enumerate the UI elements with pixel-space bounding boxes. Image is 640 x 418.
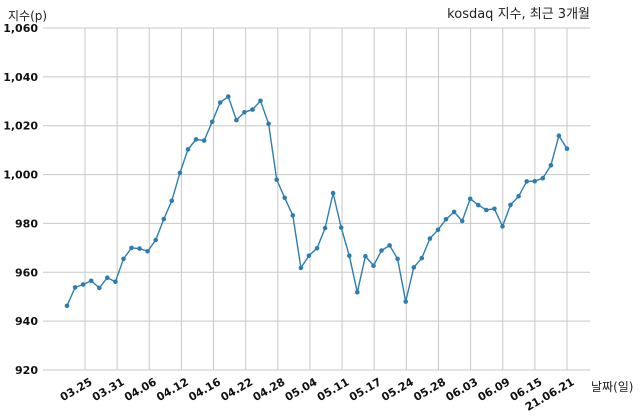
x-tick-label: 03.31 xyxy=(90,375,127,404)
x-tick-label: 05.17 xyxy=(347,375,384,404)
data-point xyxy=(64,303,70,309)
data-point xyxy=(185,147,191,152)
x-tick-label: 06.03 xyxy=(443,375,480,404)
y-tick-label: 1,060 xyxy=(3,22,38,35)
data-point xyxy=(290,213,296,218)
data-point xyxy=(161,216,167,222)
data-point xyxy=(363,253,368,259)
data-point xyxy=(201,138,207,143)
data-point xyxy=(459,218,465,224)
data-point xyxy=(113,279,118,285)
grid-layer xyxy=(43,27,590,371)
data-point xyxy=(411,265,417,270)
data-point xyxy=(484,207,489,213)
data-point xyxy=(314,246,320,251)
x-tick-label: 04.12 xyxy=(154,375,191,404)
data-point xyxy=(532,178,537,184)
data-point xyxy=(129,245,134,251)
x-tick-label: 03.25 xyxy=(58,375,95,404)
data-point xyxy=(105,275,110,281)
chart-title: kosdaq 지수, 최근 3개월 xyxy=(447,7,590,22)
y-tick-label: 1,020 xyxy=(3,120,38,133)
data-point xyxy=(516,194,521,199)
x-tick-labels: 03.2503.3104.0604.1204.1604.2204.2805.04… xyxy=(58,375,577,414)
data-point xyxy=(419,255,425,261)
data-point xyxy=(338,225,344,230)
data-point xyxy=(548,163,554,168)
y-tick-label: 1,040 xyxy=(3,71,38,84)
data-point xyxy=(524,179,529,184)
y-tick-label: 920 xyxy=(15,364,38,377)
data-point xyxy=(355,290,360,295)
data-point xyxy=(80,282,86,287)
y-axis-title: 지수(p) xyxy=(8,9,47,23)
x-tick-label: 05.11 xyxy=(315,375,352,404)
data-point xyxy=(500,224,505,229)
data-point xyxy=(121,256,126,262)
x-axis-title: 날짜(일) xyxy=(591,380,633,394)
data-point xyxy=(137,246,142,251)
data-point xyxy=(427,236,433,241)
data-point xyxy=(564,146,570,151)
data-point xyxy=(282,195,288,201)
y-tick-label: 1,000 xyxy=(3,169,38,182)
data-point xyxy=(193,137,199,142)
data-point xyxy=(330,190,336,196)
x-tick-label: 04.22 xyxy=(219,375,256,404)
x-tick-label: 04.28 xyxy=(251,375,288,404)
data-point xyxy=(153,237,158,243)
data-point xyxy=(403,299,409,304)
data-point xyxy=(169,198,175,203)
data-point xyxy=(476,202,481,208)
data-point xyxy=(250,107,255,112)
x-tick-label: 05.24 xyxy=(379,375,416,404)
data-point xyxy=(242,110,247,115)
data-point xyxy=(177,170,183,176)
data-point xyxy=(371,263,376,269)
data-point xyxy=(97,285,102,291)
data-point xyxy=(209,119,215,125)
data-point xyxy=(145,249,150,254)
data-point xyxy=(266,121,271,127)
data-point xyxy=(322,225,328,231)
data-point xyxy=(395,256,400,262)
data-point xyxy=(274,177,280,182)
x-tick-label: 06.09 xyxy=(476,375,513,404)
data-point xyxy=(508,202,513,208)
data-point xyxy=(443,217,449,222)
data-point xyxy=(88,278,94,284)
series-layer xyxy=(64,94,570,309)
data-point xyxy=(451,209,457,215)
data-point xyxy=(217,100,223,105)
data-point xyxy=(298,265,304,271)
data-point xyxy=(72,285,78,290)
data-point xyxy=(540,175,546,181)
data-point xyxy=(467,196,473,202)
y-tick-labels: 920 940 960 980 1,000 1,020 1,040 1,060 xyxy=(3,22,38,377)
data-point xyxy=(387,243,392,248)
data-point xyxy=(234,117,239,123)
x-tick-label: 05.28 xyxy=(411,375,448,404)
y-tick-label: 980 xyxy=(15,217,38,230)
x-tick-label: 04.06 xyxy=(122,375,159,404)
data-point xyxy=(379,248,384,253)
data-point xyxy=(556,133,562,138)
data-point xyxy=(492,206,497,212)
x-tick-label: 05.04 xyxy=(283,375,320,404)
data-point xyxy=(435,227,441,233)
y-tick-label: 960 xyxy=(15,266,38,279)
y-tick-label: 940 xyxy=(15,315,38,328)
x-tick-label: 04.16 xyxy=(186,375,223,404)
data-point xyxy=(306,253,312,258)
series-line xyxy=(66,95,568,307)
data-point xyxy=(226,94,231,99)
data-point xyxy=(347,253,352,258)
data-point xyxy=(258,98,263,104)
